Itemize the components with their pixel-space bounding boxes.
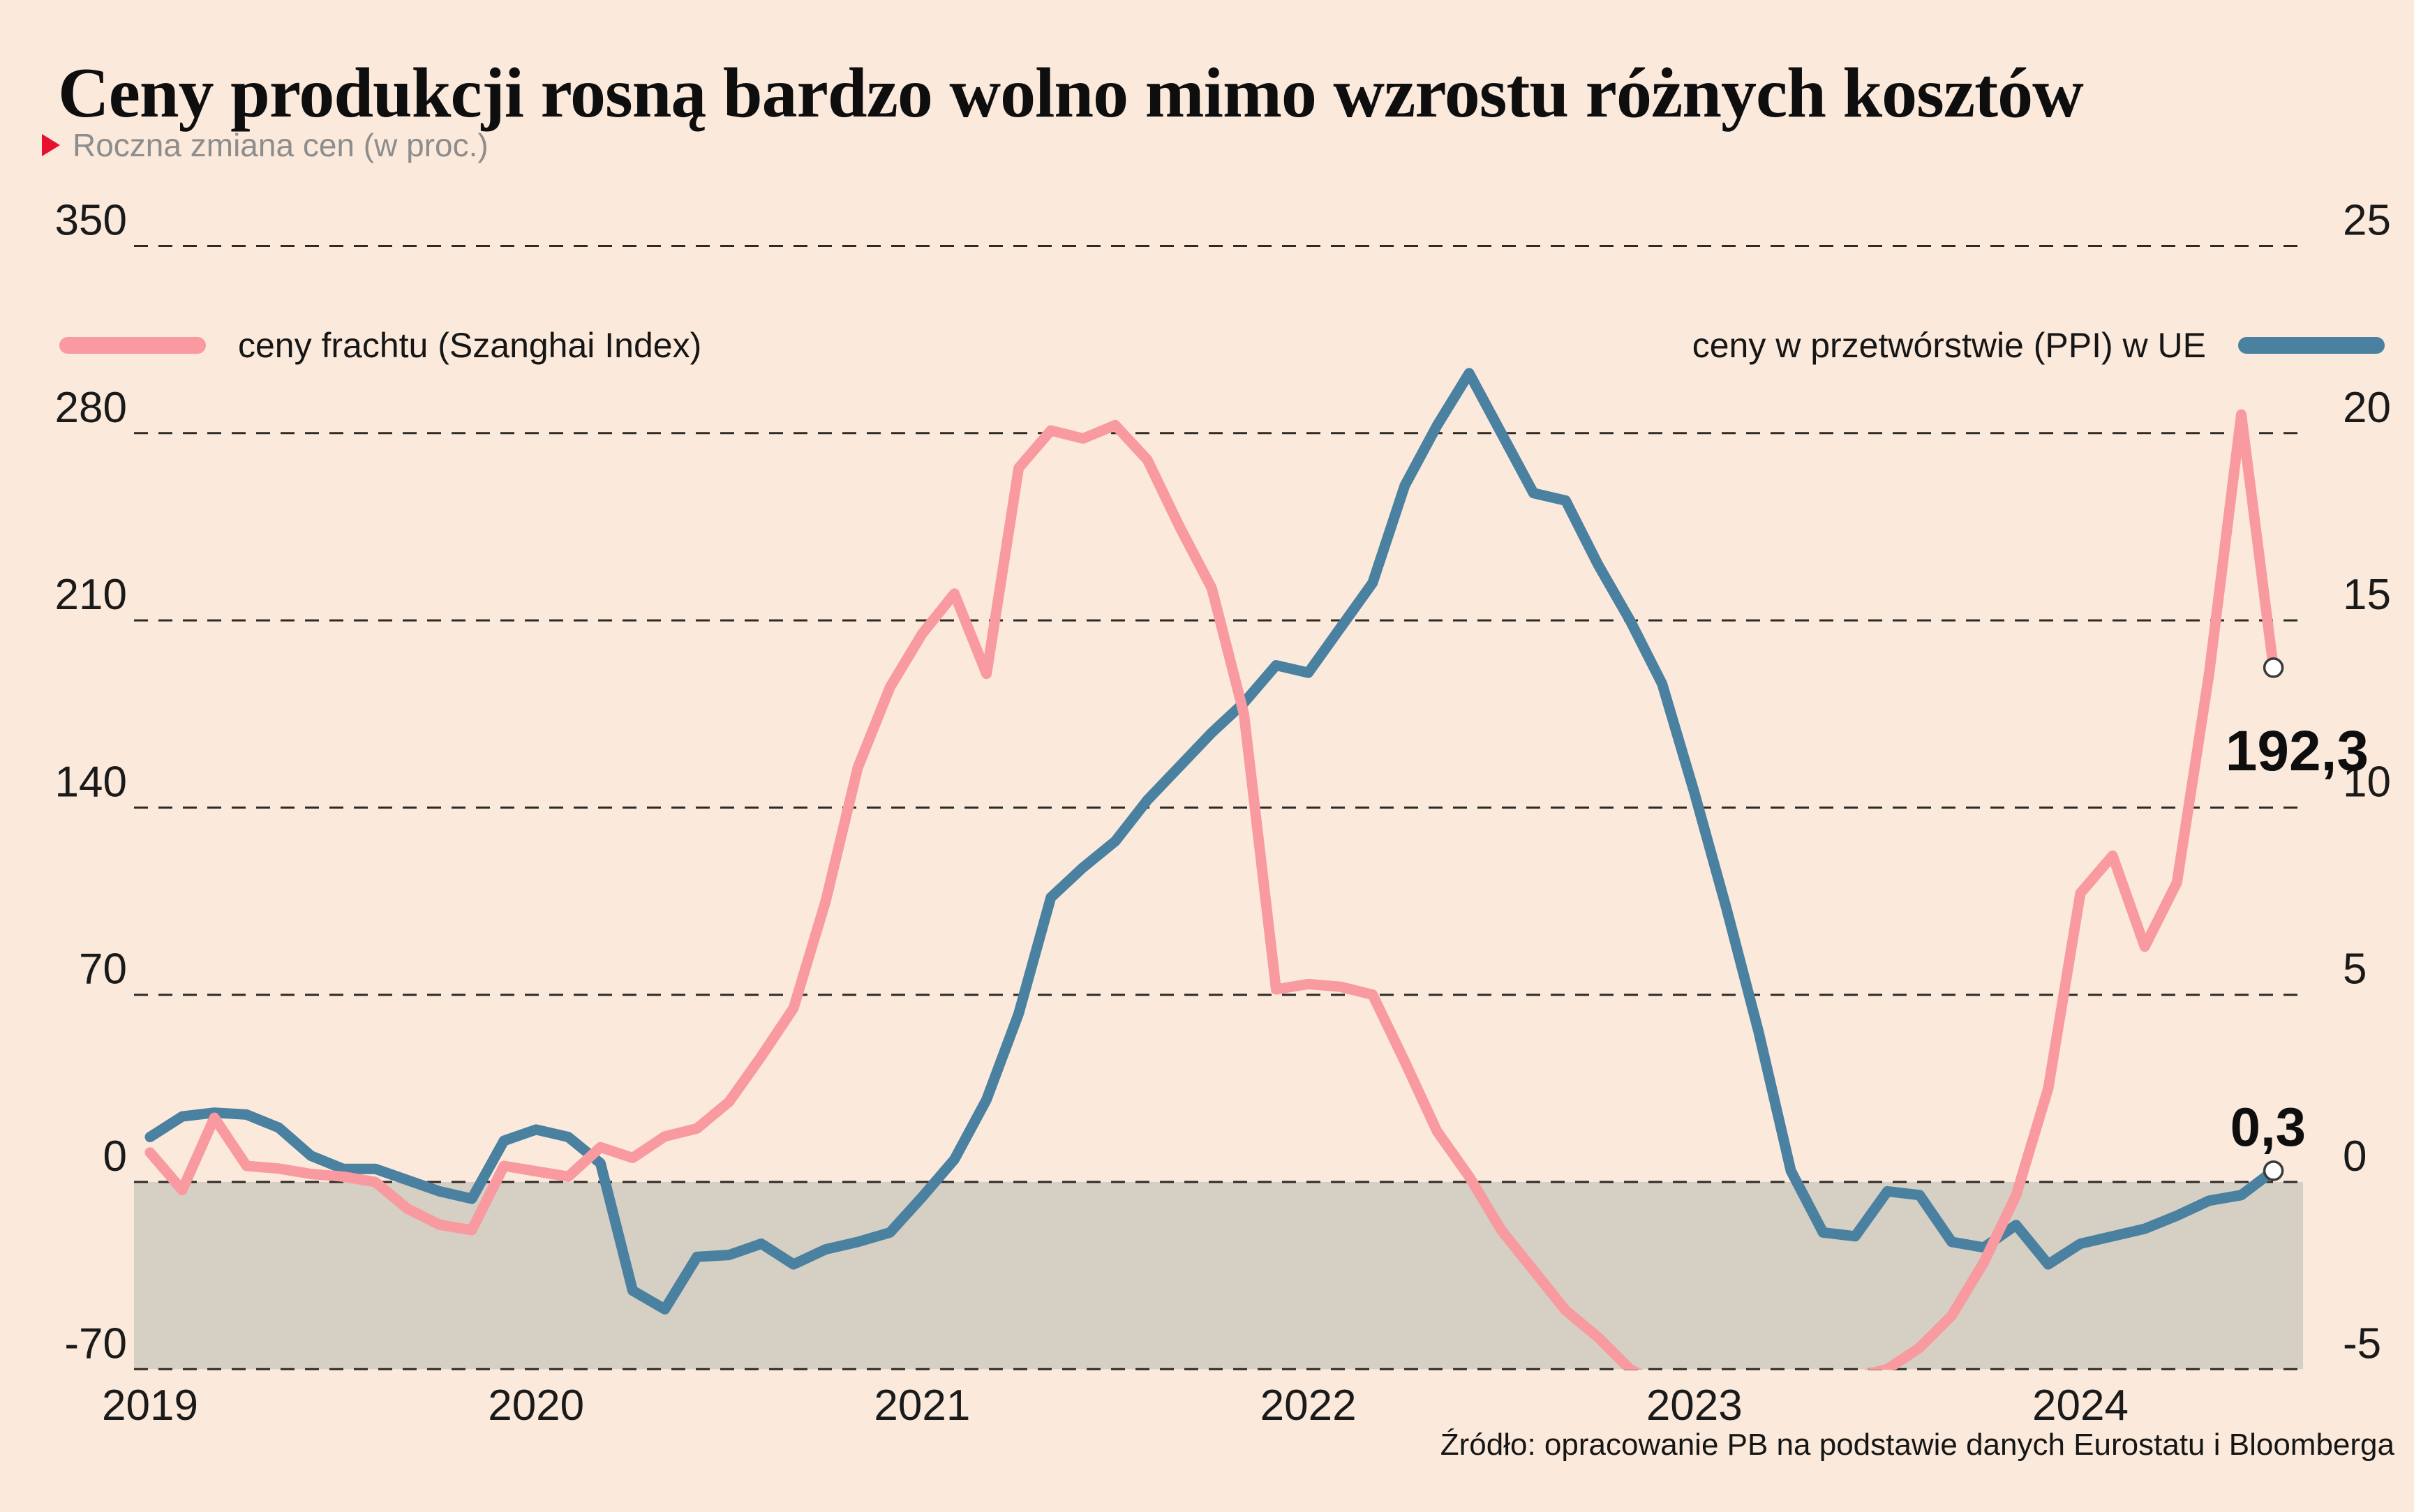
x-axis-year-label: 2020 bbox=[488, 1382, 584, 1430]
x-axis-year-label: 2021 bbox=[874, 1382, 970, 1430]
ppi-legend-label: ceny w przetwórstwie (PPI) w UE bbox=[1692, 326, 2206, 365]
right-axis-tick-label: 20 bbox=[2343, 384, 2391, 432]
right-axis-tick-label: 5 bbox=[2343, 945, 2367, 994]
legend-freight: ceny frachtu (Szanghai Index) bbox=[59, 325, 701, 366]
chart-subtitle: Roczna zmiana cen (w proc.) bbox=[73, 127, 489, 163]
chart-subtitle-row: Roczna zmiana cen (w proc.) bbox=[42, 127, 489, 163]
ppi-line bbox=[144, 368, 2279, 1315]
source-note: Źródło: opracowanie PB na podstawie dany… bbox=[1440, 1428, 2394, 1462]
freight-line bbox=[144, 409, 2279, 1370]
left-axis-tick-label: 0 bbox=[103, 1132, 127, 1181]
red-triangle-icon bbox=[42, 134, 60, 156]
freight-line-swatch bbox=[59, 337, 206, 354]
ppi-line-swatch bbox=[2238, 337, 2385, 354]
right-axis-tick-label: 0 bbox=[2343, 1132, 2367, 1181]
freight-end-dot bbox=[2263, 657, 2284, 678]
x-axis-year-label: 2024 bbox=[2032, 1382, 2129, 1430]
left-axis-tick-label: 210 bbox=[55, 571, 127, 619]
left-axis-tick-label: 140 bbox=[55, 758, 127, 806]
x-axis-year-label: 2023 bbox=[1646, 1382, 1743, 1430]
negative-band bbox=[134, 1182, 2303, 1370]
left-axis-tick-label: 280 bbox=[55, 384, 127, 432]
legend-ppi: ceny w przetwórstwie (PPI) w UE bbox=[1692, 325, 2385, 366]
left-axis-tick-label: 350 bbox=[55, 196, 127, 244]
right-axis-tick-label: -5 bbox=[2343, 1319, 2381, 1368]
right-axis-tick-label: 15 bbox=[2343, 571, 2391, 619]
left-axis-tick-label: -70 bbox=[64, 1319, 127, 1368]
left-axis-tick-label: 70 bbox=[79, 945, 127, 994]
ppi-end-value-label: 0,3 bbox=[2230, 1096, 2306, 1158]
chart-title: Ceny produkcji rosną bardzo wolno mimo w… bbox=[58, 54, 2084, 133]
right-axis-tick-label: 10 bbox=[2343, 758, 2391, 806]
right-axis-tick-label: 25 bbox=[2343, 196, 2391, 244]
x-axis-year-label: 2022 bbox=[1260, 1382, 1357, 1430]
ppi-end-dot bbox=[2263, 1160, 2284, 1181]
freight-end-value-label: 192,3 bbox=[2225, 719, 2369, 783]
x-axis-year-label: 2019 bbox=[102, 1382, 198, 1430]
freight-legend-label: ceny frachtu (Szanghai Index) bbox=[238, 326, 702, 365]
